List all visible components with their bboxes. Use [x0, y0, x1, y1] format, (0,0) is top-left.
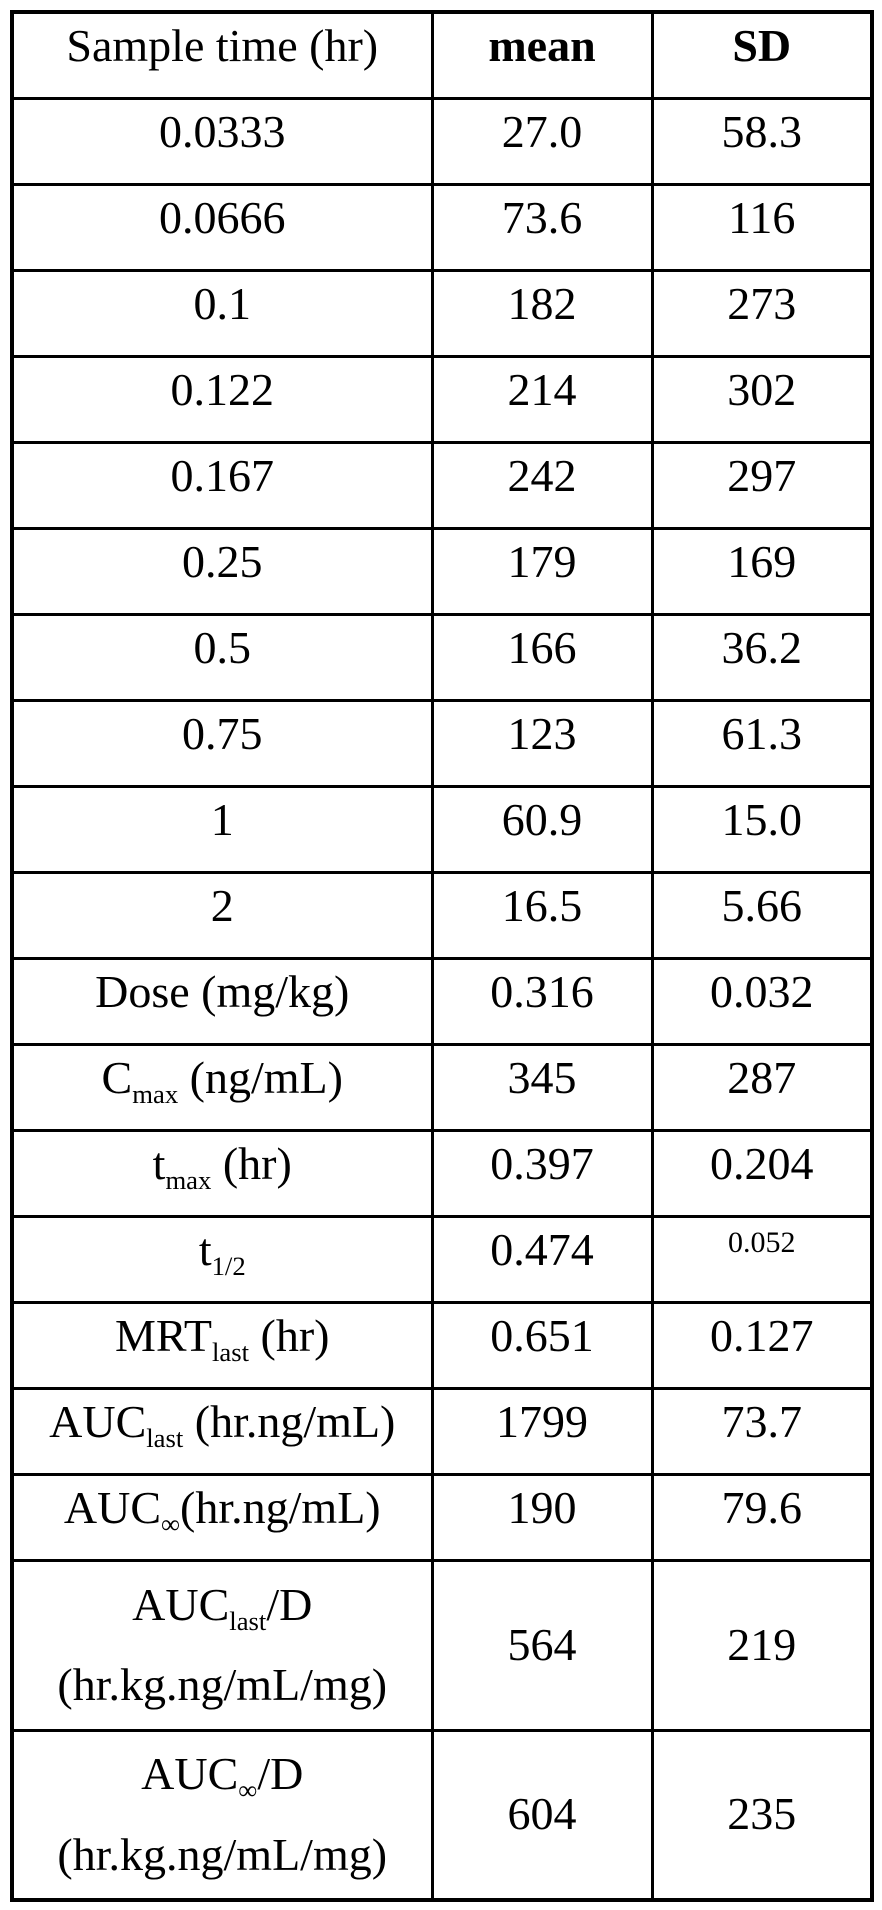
- mean-cell: 16.5: [430, 870, 654, 960]
- sd-cell: 73.7: [650, 1386, 874, 1476]
- mean-cell: 604: [430, 1728, 654, 1902]
- mean-cell: 1799: [430, 1386, 654, 1476]
- row-label-cell: 0.0666: [10, 182, 434, 272]
- table-row: AUC∞(hr.ng/mL) 190 79.6: [10, 1472, 874, 1562]
- mean-cell: 182: [430, 268, 654, 358]
- sd-cell: 287: [650, 1042, 874, 1132]
- sd-cell: 61.3: [650, 698, 874, 788]
- mean-cell: 179: [430, 526, 654, 616]
- mean-cell: 214: [430, 354, 654, 444]
- sd-cell: 5.66: [650, 870, 874, 960]
- col-header-mean: mean: [430, 10, 654, 100]
- mean-cell: 166: [430, 612, 654, 702]
- table-row: MRTlast (hr) 0.651 0.127: [10, 1300, 874, 1390]
- sd-cell: 79.6: [650, 1472, 874, 1562]
- table-row: AUClast/D (hr.kg.ng/mL/mg) 564 219: [10, 1558, 874, 1732]
- table-row: Dose (mg/kg) 0.316 0.032: [10, 956, 874, 1046]
- mean-cell: 242: [430, 440, 654, 530]
- mean-cell: 123: [430, 698, 654, 788]
- table-row: 0.0333 27.0 58.3: [10, 96, 874, 186]
- pk-table: Sample time (hr) mean SD 0.0333 27.0 58.3 0…: [10, 10, 874, 1902]
- table-row: 0.0666 73.6 116: [10, 182, 874, 272]
- table-row: Cmax (ng/mL) 345 287: [10, 1042, 874, 1132]
- mean-cell: 0.474: [430, 1214, 654, 1304]
- row-label-cell: AUC∞/D (hr.kg.ng/mL/mg): [10, 1728, 434, 1902]
- row-label-cell: 0.0333: [10, 96, 434, 186]
- col-header-sample-time: Sample time (hr): [10, 10, 434, 100]
- row-label-cell: AUClast/D (hr.kg.ng/mL/mg): [10, 1558, 434, 1732]
- sd-cell: 169: [650, 526, 874, 616]
- table-row: AUC∞/D (hr.kg.ng/mL/mg) 604 235: [10, 1728, 874, 1902]
- table-row: 0.122 214 302: [10, 354, 874, 444]
- table-row: t1/2 0.474 0.052: [10, 1214, 874, 1304]
- row-label-cell: 1: [10, 784, 434, 874]
- mean-cell: 345: [430, 1042, 654, 1132]
- row-label-cell: 0.75: [10, 698, 434, 788]
- table-row: tmax (hr) 0.397 0.204: [10, 1128, 874, 1218]
- row-label-cell: MRTlast (hr): [10, 1300, 434, 1390]
- sd-cell: 297: [650, 440, 874, 530]
- table-body: 0.0333 27.0 58.3 0.0666 73.6 116 0.1 182 273 0.12…: [10, 96, 874, 1902]
- pk-table-container: Sample time (hr) mean SD 0.0333 27.0 58.3 0…: [10, 10, 874, 1902]
- row-label-cell: AUC∞(hr.ng/mL): [10, 1472, 434, 1562]
- row-label-cell: Dose (mg/kg): [10, 956, 434, 1046]
- row-label-cell: AUClast (hr.ng/mL): [10, 1386, 434, 1476]
- mean-cell: 0.316: [430, 956, 654, 1046]
- row-label-cell: Cmax (ng/mL): [10, 1042, 434, 1132]
- table-row: AUClast (hr.ng/mL) 1799 73.7: [10, 1386, 874, 1476]
- sd-cell: 116: [650, 182, 874, 272]
- sd-cell: 0.204: [650, 1128, 874, 1218]
- sd-cell: 58.3: [650, 96, 874, 186]
- row-label-cell: 0.122: [10, 354, 434, 444]
- row-label-cell: t1/2: [10, 1214, 434, 1304]
- sd-cell: 302: [650, 354, 874, 444]
- table-row: 0.75 123 61.3: [10, 698, 874, 788]
- sd-cell: 219: [650, 1558, 874, 1732]
- row-label-cell: 0.25: [10, 526, 434, 616]
- mean-cell: 73.6: [430, 182, 654, 272]
- table-row: 0.167 242 297: [10, 440, 874, 530]
- table-row: 0.1 182 273: [10, 268, 874, 358]
- table-row: 1 60.9 15.0: [10, 784, 874, 874]
- row-label-cell: 0.167: [10, 440, 434, 530]
- mean-cell: 60.9: [430, 784, 654, 874]
- mean-cell: 0.651: [430, 1300, 654, 1390]
- mean-cell: 190: [430, 1472, 654, 1562]
- row-label-cell: 0.1: [10, 268, 434, 358]
- row-label-cell: tmax (hr): [10, 1128, 434, 1218]
- table-row: 2 16.5 5.66: [10, 870, 874, 960]
- sd-cell: 235: [650, 1728, 874, 1902]
- col-header-sd: SD: [650, 10, 874, 100]
- table-row: 0.25 179 169: [10, 526, 874, 616]
- sd-cell: 273: [650, 268, 874, 358]
- sd-cell: 15.0: [650, 784, 874, 874]
- sd-cell: 0.032: [650, 956, 874, 1046]
- header-row: Sample time (hr) mean SD: [10, 10, 874, 100]
- mean-cell: 0.397: [430, 1128, 654, 1218]
- sd-cell: 36.2: [650, 612, 874, 702]
- row-label-cell: 2: [10, 870, 434, 960]
- mean-cell: 564: [430, 1558, 654, 1732]
- mean-cell: 27.0: [430, 96, 654, 186]
- row-label-cell: 0.5: [10, 612, 434, 702]
- sd-cell: 0.127: [650, 1300, 874, 1390]
- sd-cell: 0.052: [650, 1214, 874, 1304]
- table-row: 0.5 166 36.2: [10, 612, 874, 702]
